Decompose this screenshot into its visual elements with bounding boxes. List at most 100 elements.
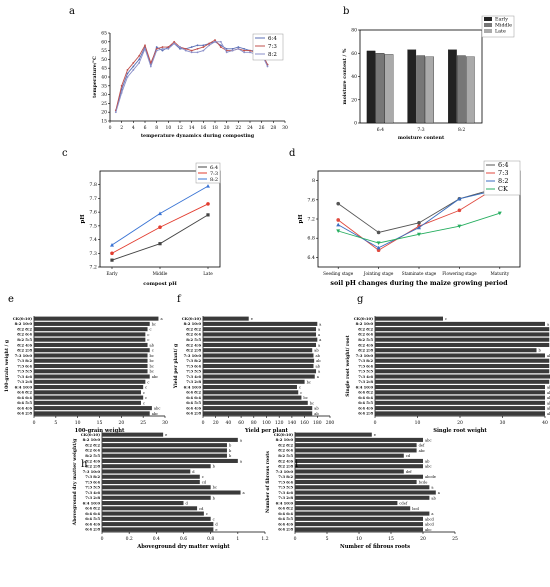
bar xyxy=(375,363,550,369)
x-tick-label: 25 xyxy=(452,536,458,542)
category-label: 8:2 5:5 xyxy=(17,337,32,342)
significance-label: ab xyxy=(547,396,550,400)
bar xyxy=(295,453,404,458)
bar xyxy=(102,495,211,500)
y-tick-label: 6.4 xyxy=(307,255,315,261)
x-tick-label: 0 xyxy=(109,125,112,131)
category-label: 7:3 10:0 xyxy=(356,353,374,358)
bar xyxy=(102,443,227,448)
significance-label: a xyxy=(240,459,243,463)
category-label: 6:4 6:4 xyxy=(278,511,293,516)
data-point xyxy=(155,49,158,52)
bar xyxy=(34,411,150,416)
x-tick-label: Maturity xyxy=(491,271,510,276)
bar xyxy=(203,400,308,405)
x-tick-label: 0.8 xyxy=(207,536,214,542)
bar xyxy=(34,379,146,384)
category-label: 6:4 8:2 xyxy=(358,390,373,395)
bar xyxy=(375,337,550,342)
panel-letter-d: d xyxy=(289,148,296,159)
data-point xyxy=(266,65,269,68)
data-point xyxy=(120,91,123,94)
significance-label: bc xyxy=(150,354,154,358)
data-point xyxy=(196,44,199,47)
bar xyxy=(203,363,314,369)
legend-label: Late xyxy=(495,29,506,35)
category-label: 6:4 8:2 xyxy=(85,506,100,511)
data-point xyxy=(132,69,135,71)
data-point xyxy=(243,47,246,50)
bar xyxy=(203,337,318,342)
data-point xyxy=(237,46,240,48)
x-tick-label: 20 xyxy=(457,420,463,426)
category-label: CK(0:10) xyxy=(13,316,32,321)
x-tick-label: 120 xyxy=(275,420,284,426)
significance-label: ab xyxy=(316,359,321,363)
significance-label: bc xyxy=(303,396,307,400)
bar xyxy=(203,395,302,400)
x-tick-label: Late xyxy=(203,271,213,276)
significance-label: c xyxy=(147,338,149,342)
x-tick-label: 140 xyxy=(288,420,297,426)
bar xyxy=(34,342,148,347)
significance-label: c xyxy=(147,380,149,384)
x-axis-title: Number of fibrous roots xyxy=(340,544,410,550)
category-label: 6:4 6:4 xyxy=(186,395,201,400)
category-label: 6:4 4:6 xyxy=(85,521,100,526)
significance-label: def xyxy=(419,444,425,448)
panel-letter-g: g xyxy=(357,294,364,305)
significance-label: a xyxy=(438,491,441,495)
bar xyxy=(34,385,144,390)
x-tick-label: 160 xyxy=(300,420,309,426)
data-point xyxy=(336,218,341,222)
x-tick-label: 1.2 xyxy=(261,536,268,542)
y-tick-label: 30 xyxy=(101,92,107,98)
category-label: 6:4 5:5 xyxy=(186,400,201,405)
category-label: 8:2 10:0 xyxy=(356,321,374,326)
panel-d: 6.4 6.8 7.2 7.6 8 Seeding stage Jointing stage… xyxy=(298,160,521,287)
panel-e: 0 5 10 15 20 25 30 CK(0:10) a 8:2 10:0 bc 8:2 8:2 c 8… xyxy=(4,316,168,434)
category-label: CK(0:10) xyxy=(81,432,100,437)
y-tick-label: 35 xyxy=(101,83,107,89)
x-tick-label: 20 xyxy=(213,420,219,426)
data-point xyxy=(138,58,141,61)
data-point xyxy=(219,46,222,48)
x-tick-label: 80 xyxy=(251,420,257,426)
significance-label: cdef xyxy=(399,502,407,506)
category-label: 6:4 10:0 xyxy=(15,384,33,389)
x-tick-label: Early xyxy=(106,271,118,276)
bar xyxy=(102,479,200,485)
x-tick-label: 0.4 xyxy=(153,536,160,542)
significance-label: e xyxy=(165,433,167,437)
category-label: 8:2 10:0 xyxy=(184,321,202,326)
significance-label: abcd xyxy=(425,523,434,527)
category-label: 6:4 10:0 xyxy=(83,500,101,505)
y-tick-label: 8 xyxy=(312,178,315,184)
data-point xyxy=(149,65,152,68)
significance-label: abc xyxy=(152,412,158,416)
significance-label: abc xyxy=(425,465,431,469)
category-label: 6:4 8:2 xyxy=(186,390,201,395)
bar xyxy=(203,348,313,353)
x-tick-label: 8 xyxy=(155,125,158,131)
data-point xyxy=(376,241,381,245)
category-label: 8:2 6:4 xyxy=(85,448,100,453)
significance-label: cd xyxy=(406,454,411,458)
y-tick-label: 7.5 xyxy=(89,223,97,229)
legend-box xyxy=(195,162,221,184)
significance-label: ab xyxy=(315,364,320,368)
legend-label: 6:4 xyxy=(268,36,277,42)
x-axis-title: temperature dynamics during composting xyxy=(141,133,255,139)
series-line-8:2 xyxy=(337,188,500,249)
significance-label: ab xyxy=(547,386,550,390)
bar xyxy=(375,342,550,347)
significance-label: e xyxy=(215,528,217,532)
significance-label: c xyxy=(143,391,145,395)
category-label: 6:4 6:4 xyxy=(85,511,100,516)
bar xyxy=(34,406,152,411)
bar-Late xyxy=(465,56,475,124)
x-tick-label: Seeding stage xyxy=(323,271,354,276)
x-tick-label: 200 xyxy=(326,420,335,426)
bar xyxy=(295,432,372,437)
legend-label: 8:2 xyxy=(268,52,277,58)
